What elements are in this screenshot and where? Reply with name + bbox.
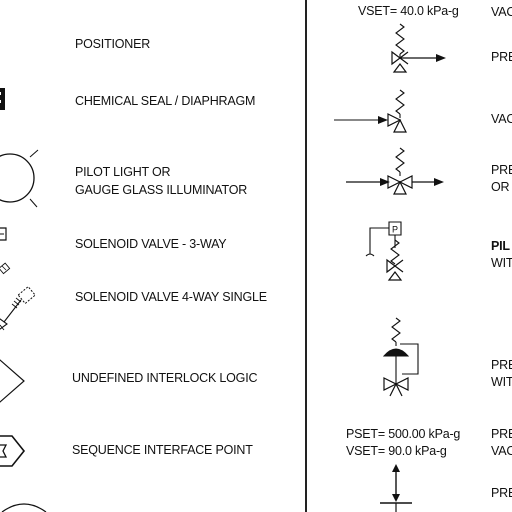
right-label-bottom: PRE bbox=[491, 486, 512, 500]
right-label-pv-setpoint-line2: VAC bbox=[491, 444, 512, 458]
svg-text:P: P bbox=[392, 225, 398, 235]
legend-label-chemical-seal: CHEMICAL SEAL / DIAPHRAGM bbox=[75, 94, 256, 108]
legend-label-positioner: POSITIONER bbox=[75, 37, 151, 51]
pilot-light-icon bbox=[0, 144, 50, 214]
right-label-diaphragm-line2: WIT bbox=[491, 375, 512, 389]
right-label-vacuum-relief: VAC bbox=[491, 112, 512, 126]
legend-label-solenoid-3way: SOLENOID VALVE - 3-WAY bbox=[75, 237, 227, 251]
vacuum-relief-valve-icon bbox=[330, 88, 420, 140]
right-label-pilot-line1: PIL bbox=[491, 239, 510, 253]
right-label-pilot-line2: WIT bbox=[491, 256, 512, 270]
right-label-pressure-relief: PRE bbox=[491, 50, 512, 64]
legend-label-interlock-logic: UNDEFINED INTERLOCK LOGIC bbox=[72, 371, 258, 385]
solenoid-4way-icon bbox=[0, 258, 42, 340]
pressure-vacuum-valve-icon bbox=[340, 146, 444, 204]
setpoint-pset: PSET= 500.00 kPa-g bbox=[346, 427, 461, 441]
sequence-interface-icon bbox=[0, 434, 30, 470]
column-divider bbox=[305, 0, 307, 512]
pilot-operated-valve-icon: P bbox=[360, 218, 420, 288]
right-label-pv-setpoint-line1: PRE bbox=[491, 427, 512, 441]
legend-label-solenoid-4way: SOLENOID VALVE 4-WAY SINGLE bbox=[75, 290, 267, 304]
right-label-diaphragm-line1: PRE bbox=[491, 358, 512, 372]
bottom-circle-icon bbox=[0, 496, 50, 512]
diaphragm-valve-icon bbox=[372, 314, 432, 400]
right-label-pv-line1: PRE bbox=[491, 163, 512, 177]
legend-label-pilot-light-line2: GAUGE GLASS ILLUMINATOR bbox=[75, 183, 248, 197]
legend-label-pilot-light-line1: PILOT LIGHT OR bbox=[75, 165, 171, 179]
right-label-pv-line2: OR bbox=[491, 180, 510, 194]
pressure-relief-valve-icon bbox=[370, 20, 446, 80]
legend-label-sequence-interface: SEQUENCE INTERFACE POINT bbox=[72, 443, 253, 457]
solenoid-3way-icon bbox=[0, 225, 10, 245]
right-label-vac-top: VAC bbox=[491, 5, 512, 19]
interlock-logic-icon bbox=[0, 344, 30, 418]
chemical-seal-icon bbox=[0, 88, 5, 110]
setpoint-vset: VSET= 90.0 kPa-g bbox=[346, 444, 447, 458]
bottom-valve-icon bbox=[380, 464, 420, 512]
setpoint-vset-top: VSET= 40.0 kPa-g bbox=[358, 4, 459, 18]
